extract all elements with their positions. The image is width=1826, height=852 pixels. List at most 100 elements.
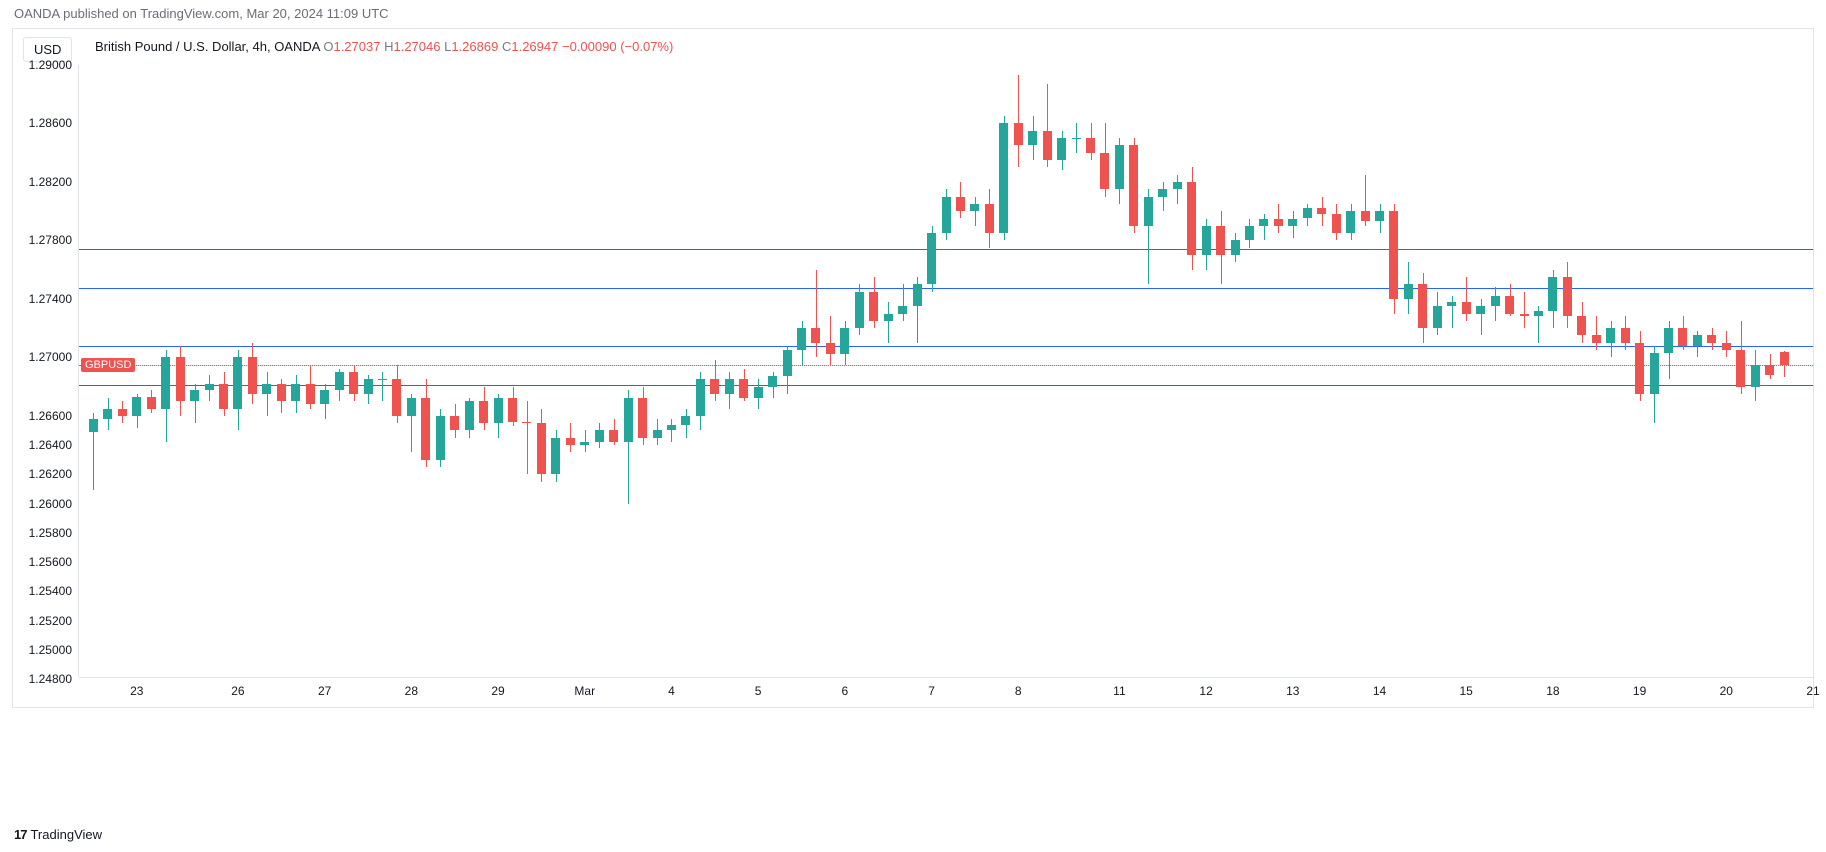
- candle-body[interactable]: [1650, 353, 1659, 394]
- candle-body[interactable]: [421, 398, 430, 459]
- candle-body[interactable]: [1736, 350, 1745, 387]
- candle-body[interactable]: [508, 398, 517, 421]
- candle-body[interactable]: [1548, 277, 1557, 311]
- candle-body[interactable]: [1158, 189, 1167, 196]
- candle-body[interactable]: [1115, 145, 1124, 189]
- candle-body[interactable]: [884, 314, 893, 321]
- candle-body[interactable]: [89, 419, 98, 432]
- candle-body[interactable]: [494, 398, 503, 423]
- candle-body[interactable]: [1288, 219, 1297, 226]
- candle-body[interactable]: [1404, 284, 1413, 299]
- candle-body[interactable]: [681, 416, 690, 425]
- horizontal-level-line[interactable]: [79, 249, 1813, 250]
- candle-body[interactable]: [248, 357, 257, 394]
- candle-body[interactable]: [826, 343, 835, 355]
- candle-body[interactable]: [1361, 211, 1370, 221]
- candle-body[interactable]: [436, 416, 445, 460]
- candle-body[interactable]: [1462, 302, 1471, 314]
- candle-body[interactable]: [132, 397, 141, 416]
- candle-body[interactable]: [580, 442, 589, 445]
- candle-body[interactable]: [869, 292, 878, 321]
- candle-body[interactable]: [479, 401, 488, 423]
- candle-body[interactable]: [898, 306, 907, 313]
- candle-body[interactable]: [653, 430, 662, 437]
- candle-body[interactable]: [1216, 226, 1225, 255]
- candle-body[interactable]: [696, 379, 705, 416]
- candle-body[interactable]: [176, 357, 185, 401]
- candle-body[interactable]: [739, 379, 748, 398]
- candle-body[interactable]: [306, 384, 315, 404]
- candle-body[interactable]: [1751, 365, 1760, 387]
- candle-body[interactable]: [1173, 182, 1182, 189]
- candle-body[interactable]: [811, 328, 820, 343]
- candle-body[interactable]: [1780, 352, 1789, 365]
- candle-body[interactable]: [522, 422, 531, 423]
- candle-body[interactable]: [349, 372, 358, 394]
- candle-body[interactable]: [667, 425, 676, 431]
- candle-body[interactable]: [595, 430, 604, 442]
- candle-body[interactable]: [1389, 211, 1398, 299]
- candle-body[interactable]: [1491, 296, 1500, 306]
- candle-body[interactable]: [1664, 328, 1673, 353]
- candle-body[interactable]: [378, 379, 387, 380]
- candle-body[interactable]: [1144, 197, 1153, 226]
- candle-body[interactable]: [1592, 335, 1601, 342]
- candle-body[interactable]: [407, 398, 416, 416]
- candle-body[interactable]: [1621, 328, 1630, 343]
- candle-body[interactable]: [1346, 211, 1355, 233]
- candle-body[interactable]: [913, 284, 922, 306]
- candle-body[interactable]: [638, 398, 647, 437]
- candle-body[interactable]: [1606, 328, 1615, 343]
- candle-body[interactable]: [291, 384, 300, 402]
- candle-body[interactable]: [566, 438, 575, 445]
- candle-body[interactable]: [1129, 145, 1138, 225]
- candle-body[interactable]: [1433, 306, 1442, 328]
- candle-body[interactable]: [1447, 302, 1456, 306]
- candle-body[interactable]: [725, 379, 734, 394]
- candle-body[interactable]: [1245, 226, 1254, 241]
- candle-body[interactable]: [465, 401, 474, 430]
- candle-body[interactable]: [840, 328, 849, 354]
- candle-body[interactable]: [450, 416, 459, 431]
- candle-body[interactable]: [1028, 131, 1037, 146]
- candle-body[interactable]: [277, 384, 286, 402]
- candle-body[interactable]: [1072, 138, 1081, 139]
- candle-body[interactable]: [1317, 208, 1326, 214]
- candle-body[interactable]: [783, 350, 792, 376]
- candle-body[interactable]: [1418, 284, 1427, 328]
- candle-body[interactable]: [1707, 335, 1716, 342]
- candle-body[interactable]: [190, 390, 199, 402]
- candle-body[interactable]: [710, 379, 719, 394]
- candle-body[interactable]: [1476, 306, 1485, 313]
- candle-body[interactable]: [1577, 316, 1586, 335]
- chart-plot-area[interactable]: 1.277431.274781.270811.268111.2694701:50…: [79, 65, 1813, 677]
- candle-body[interactable]: [855, 292, 864, 329]
- candle-body[interactable]: [942, 197, 951, 234]
- candle-body[interactable]: [103, 409, 112, 419]
- candle-body[interactable]: [1505, 296, 1514, 314]
- candle-body[interactable]: [1520, 314, 1529, 317]
- horizontal-level-line[interactable]: [79, 346, 1813, 347]
- candle-body[interactable]: [1274, 219, 1283, 226]
- y-axis[interactable]: 1.290001.286001.282001.278001.274001.270…: [13, 65, 79, 677]
- candle-body[interactable]: [1563, 277, 1572, 316]
- candle-body[interactable]: [768, 376, 777, 386]
- candle-body[interactable]: [262, 384, 271, 394]
- candle-body[interactable]: [320, 390, 329, 405]
- candle-body[interactable]: [1014, 123, 1023, 145]
- candle-body[interactable]: [161, 357, 170, 408]
- x-axis[interactable]: 2326272829Mar45678111213141518192021: [79, 677, 1813, 707]
- candle-body[interactable]: [205, 384, 214, 390]
- candle-body[interactable]: [1202, 226, 1211, 255]
- candle-body[interactable]: [1100, 153, 1109, 190]
- candle-body[interactable]: [219, 384, 228, 409]
- candle-body[interactable]: [1765, 365, 1774, 375]
- candle-body[interactable]: [118, 409, 127, 416]
- candle-body[interactable]: [1187, 182, 1196, 255]
- candle-body[interactable]: [624, 398, 633, 442]
- candle-body[interactable]: [537, 423, 546, 474]
- candle-body[interactable]: [970, 204, 979, 211]
- candle-body[interactable]: [985, 204, 994, 233]
- candle-body[interactable]: [1693, 335, 1702, 345]
- candle-body[interactable]: [551, 438, 560, 475]
